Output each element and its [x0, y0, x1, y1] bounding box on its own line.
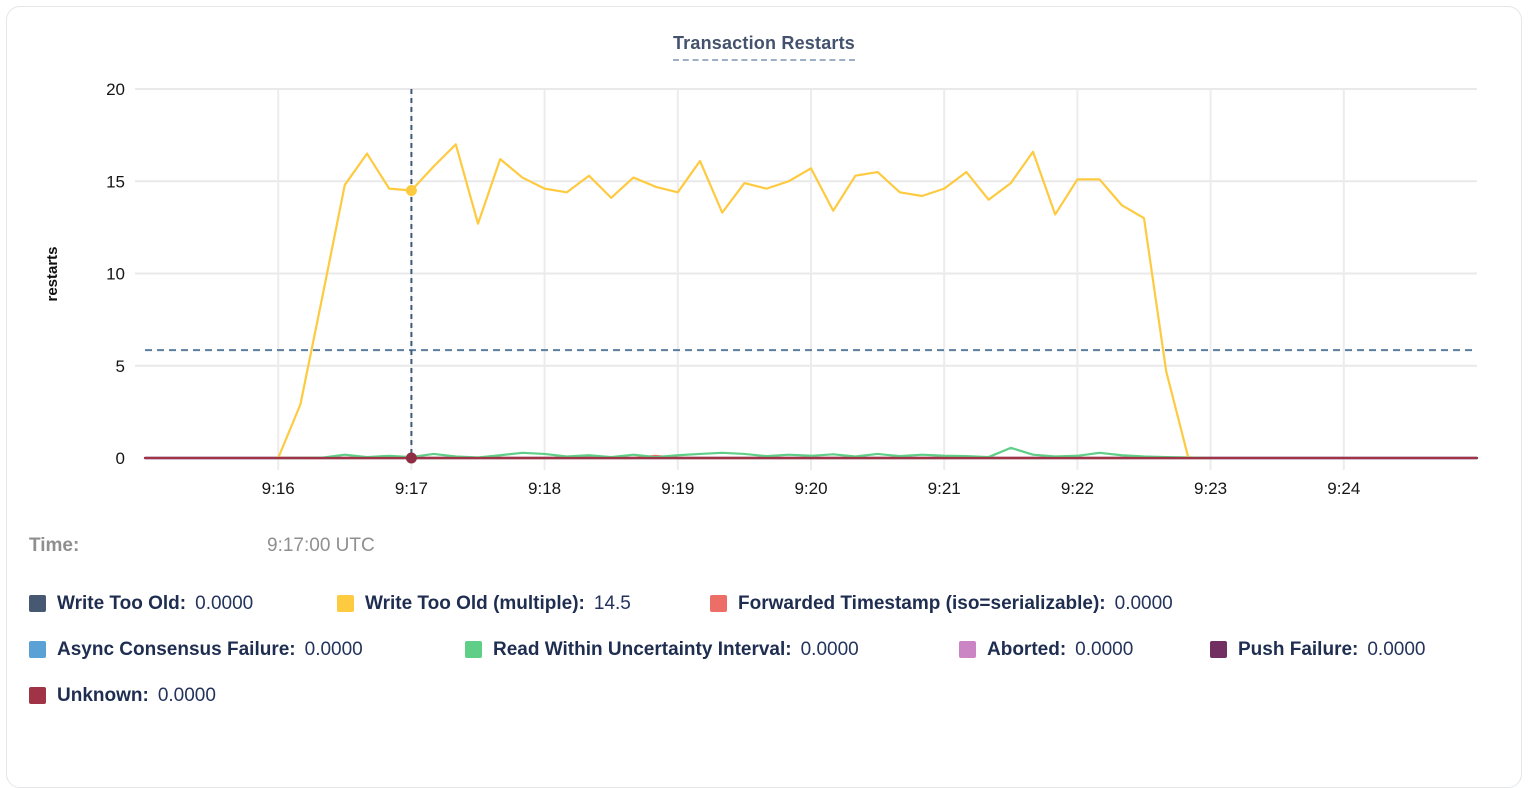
legend-item[interactable]: Unknown: 0.0000	[29, 685, 216, 707]
legend-swatch-icon	[29, 641, 46, 658]
y-axis-title: restarts	[44, 246, 61, 301]
hover-point-dot	[405, 452, 417, 464]
legend-label: Write Too Old (multiple):	[365, 592, 585, 614]
x-tick-label: 9:21	[928, 479, 961, 498]
y-tick-label: 5	[116, 357, 125, 376]
title-wrap: Transaction Restarts	[7, 33, 1521, 61]
legend-value: 14.5	[593, 592, 631, 614]
legend-row-3: Unknown: 0.0000	[29, 683, 1511, 708]
x-tick-label: 9:22	[1061, 479, 1094, 498]
legend-item[interactable]: Read Within Uncertainty Interval: 0.0000	[465, 639, 959, 661]
legend-swatch-icon	[465, 641, 482, 658]
x-tick-label: 9:16	[262, 479, 295, 498]
legend-item[interactable]: Async Consensus Failure: 0.0000	[29, 639, 465, 661]
legend-swatch-icon	[959, 641, 976, 658]
legend-item[interactable]: Write Too Old (multiple): 14.5	[337, 593, 710, 615]
time-readout-value: 9:17:00 UTC	[267, 535, 375, 556]
legend-value: 0.0000	[304, 638, 363, 660]
legend-value: 0.0000	[1075, 638, 1134, 660]
legend-item[interactable]: Forwarded Timestamp (iso=serializable): 0…	[710, 593, 1173, 615]
legend-swatch-icon	[337, 595, 354, 612]
legend-label: Aborted:	[987, 638, 1067, 660]
chart-title[interactable]: Transaction Restarts	[672, 33, 856, 61]
x-tick-label: 9:24	[1327, 479, 1360, 498]
legend: Write Too Old: 0.0000 Write Too Old (multi…	[29, 591, 1511, 729]
legend-item[interactable]: Push Failure: 0.0000	[1210, 639, 1425, 661]
legend-swatch-icon	[29, 687, 46, 704]
restarts-chart[interactable]: 0 5 10 15 20 9:16 9:17 9:18 9:19 9:20 9:21 9:22 9:23…	[7, 7, 1528, 517]
legend-value: 0.0000	[1367, 638, 1426, 660]
legend-item[interactable]: Write Too Old: 0.0000	[29, 593, 337, 615]
chart-card: Transaction Restarts 0 5 10 15 20 9:16 9:17 9:1…	[6, 6, 1522, 788]
legend-swatch-icon	[1210, 641, 1227, 658]
legend-value: 0.0000	[1114, 592, 1173, 614]
x-tick-label: 9:20	[794, 479, 827, 498]
legend-label: Write Too Old:	[57, 592, 187, 614]
legend-swatch-icon	[29, 595, 46, 612]
y-tick-label: 0	[116, 449, 125, 468]
x-tick-label: 9:17	[395, 479, 428, 498]
x-tick-label: 9:19	[661, 479, 694, 498]
legend-label: Push Failure:	[1238, 638, 1359, 660]
legend-label: Async Consensus Failure:	[57, 638, 296, 660]
series-line	[277, 143, 1190, 460]
time-readout: Time: 9:17:00 UTC	[29, 535, 375, 557]
time-readout-label: Time:	[29, 535, 80, 556]
legend-value: 0.0000	[800, 638, 859, 660]
y-tick-label: 15	[106, 172, 125, 191]
series-line	[277, 446, 1212, 460]
legend-label: Unknown:	[57, 684, 149, 706]
hover-point-dot	[405, 184, 417, 196]
y-tick-label: 10	[106, 265, 125, 284]
x-tick-label: 9:18	[528, 479, 561, 498]
legend-row-2: Async Consensus Failure: 0.0000 Read Withi…	[29, 637, 1511, 662]
y-tick-label: 20	[106, 80, 125, 99]
legend-label: Forwarded Timestamp (iso=serializable):	[738, 592, 1106, 614]
legend-row-1: Write Too Old: 0.0000 Write Too Old (multi…	[29, 591, 1511, 616]
legend-value: 0.0000	[195, 592, 254, 614]
legend-item[interactable]: Aborted: 0.0000	[959, 639, 1210, 661]
x-tick-label: 9:23	[1194, 479, 1227, 498]
legend-label: Read Within Uncertainty Interval:	[493, 638, 792, 660]
legend-value: 0.0000	[157, 684, 216, 706]
legend-swatch-icon	[710, 595, 727, 612]
